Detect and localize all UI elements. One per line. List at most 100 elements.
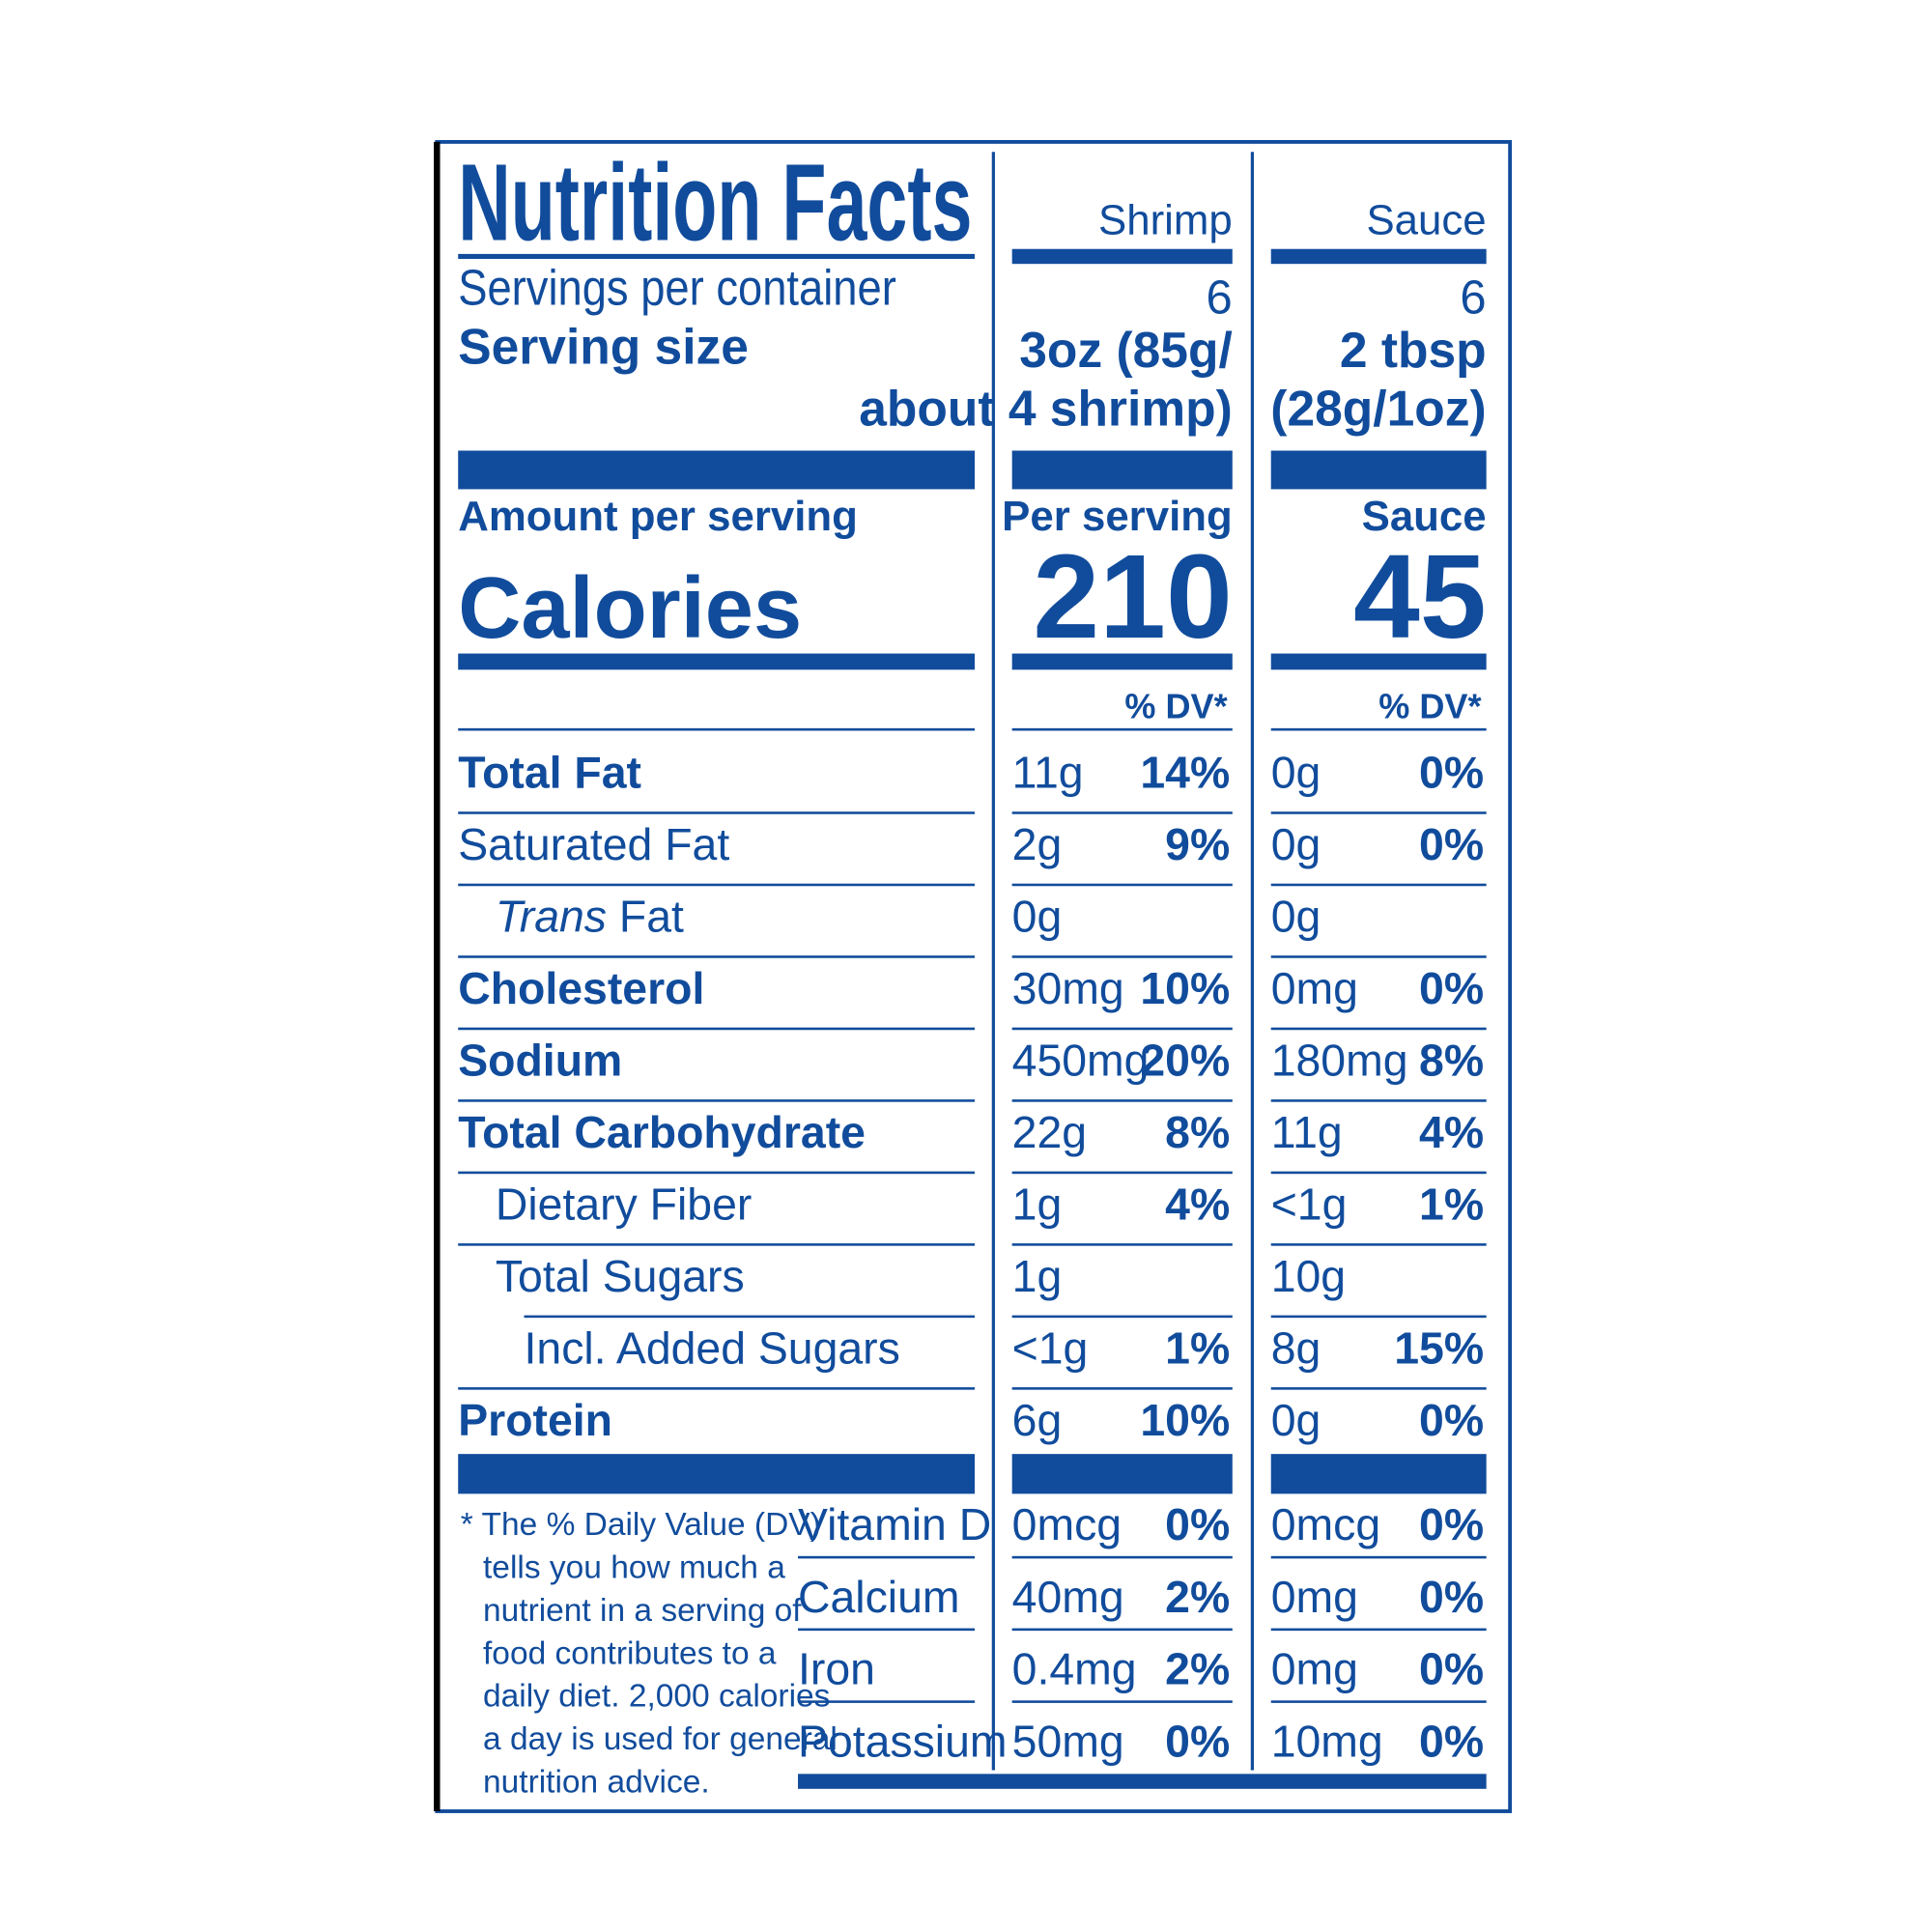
rule [1270, 1171, 1487, 1175]
rule [1011, 1243, 1233, 1246]
amount: 450mg [1012, 1036, 1150, 1086]
rule [1270, 811, 1487, 814]
nutrient-label: Total Sugars [496, 1251, 745, 1301]
amount: 2g [1012, 819, 1063, 869]
rule [1270, 1555, 1487, 1559]
servings-value: 6 [1207, 272, 1233, 325]
rule [1270, 1243, 1487, 1246]
percent-dv: 14% [1140, 748, 1230, 798]
percent-dv: 4% [1165, 1179, 1230, 1230]
percent-dv: 10% [1140, 963, 1230, 1013]
calories-value: 210 [1033, 530, 1232, 664]
nutrient-label: Total Carbohydrate [458, 1107, 866, 1157]
rule [1011, 727, 1233, 731]
dv-header: % DV* [1124, 687, 1227, 726]
rule [1011, 1315, 1233, 1319]
rule [458, 1099, 976, 1102]
rule [798, 1555, 976, 1559]
rule [1011, 883, 1233, 887]
percent-dv: 0% [1419, 1499, 1484, 1549]
amount: 1g [1012, 1179, 1063, 1230]
rule [1011, 1387, 1233, 1390]
amount: 11g [1012, 748, 1084, 798]
nutrient-label: Incl. Added Sugars [525, 1323, 900, 1374]
nutrient-label: Total Fat [458, 748, 641, 798]
amount: <1g [1271, 1179, 1348, 1230]
rule [1270, 1454, 1487, 1494]
amount: <1g [1012, 1323, 1089, 1374]
rule [458, 727, 976, 731]
percent-dv: 0% [1419, 1644, 1484, 1694]
amount: 0.4mg [1012, 1644, 1137, 1694]
rule [1270, 1099, 1487, 1102]
rule [1011, 1628, 1233, 1632]
percent-dv: 0% [1419, 1716, 1484, 1766]
rule [1270, 727, 1487, 731]
amount: 0g [1012, 892, 1063, 942]
vitamin-label: Calcium [798, 1572, 959, 1622]
rule [1270, 1628, 1487, 1632]
rule [1011, 1454, 1233, 1494]
title: Nutrition Facts [458, 142, 972, 265]
nutrient-label: Dietary Fiber [496, 1179, 752, 1230]
amount: 0mg [1271, 1644, 1358, 1694]
amount: 30mg [1012, 963, 1124, 1013]
nutrient-label: Saturated Fat [458, 819, 729, 869]
rule [1011, 248, 1233, 265]
footnote: tells you how much a [483, 1549, 785, 1585]
rule [1011, 1171, 1233, 1175]
rule [1011, 1027, 1233, 1031]
footnote: * The % Daily Value (DV) [461, 1507, 821, 1543]
percent-dv: 2% [1165, 1572, 1230, 1622]
rule [458, 955, 976, 958]
rule [1270, 1387, 1487, 1390]
rule [458, 1027, 976, 1031]
rule [458, 1454, 976, 1494]
nutrient-label: Fat [607, 892, 684, 942]
rule [1270, 450, 1487, 490]
calories-label: Calories [458, 559, 802, 657]
amount-label: Amount per serving [458, 493, 858, 540]
amount: 0mcg [1271, 1499, 1380, 1549]
serving-size-value: about 4 shrimp) [859, 381, 1233, 437]
footnote: nutrition advice. [483, 1765, 710, 1801]
rule [1011, 450, 1233, 490]
rule [798, 1628, 976, 1632]
percent-dv: 0% [1419, 819, 1484, 869]
rule [1270, 653, 1487, 670]
column-header: Shrimp [1098, 196, 1233, 243]
percent-dv: 0% [1165, 1716, 1230, 1766]
rule [1270, 1315, 1487, 1319]
amount: 8g [1271, 1323, 1321, 1374]
amount: 40mg [1012, 1572, 1124, 1622]
percent-dv: 9% [1165, 819, 1230, 869]
nutrient-label: Sodium [458, 1036, 622, 1086]
vitamin-label: Potassium [798, 1716, 1008, 1766]
percent-dv: 20% [1140, 1036, 1230, 1086]
rule [458, 811, 976, 814]
serving-size-value: 3oz (85g/ [1019, 322, 1232, 378]
amount: 22g [1012, 1107, 1087, 1157]
rule [458, 1387, 976, 1390]
amount: 0g [1271, 748, 1321, 798]
rule [458, 1171, 976, 1175]
percent-dv: 2% [1165, 1644, 1230, 1694]
percent-dv: 15% [1394, 1323, 1484, 1374]
rule [1011, 811, 1233, 814]
percent-dv: 0% [1419, 748, 1484, 798]
serving-size-label: Serving size [458, 318, 749, 374]
rule [1011, 653, 1233, 670]
amount: 6g [1012, 1395, 1063, 1445]
rule [524, 1315, 976, 1319]
rule [1011, 1700, 1233, 1703]
amount: 0mg [1271, 963, 1358, 1013]
amount: 11g [1271, 1107, 1343, 1157]
servings-value: 6 [1460, 272, 1486, 325]
rule [458, 253, 976, 260]
rule [1270, 1027, 1487, 1031]
rule [1011, 1555, 1233, 1559]
footnote: a day is used for general [483, 1721, 838, 1757]
amount: 1g [1012, 1251, 1063, 1301]
